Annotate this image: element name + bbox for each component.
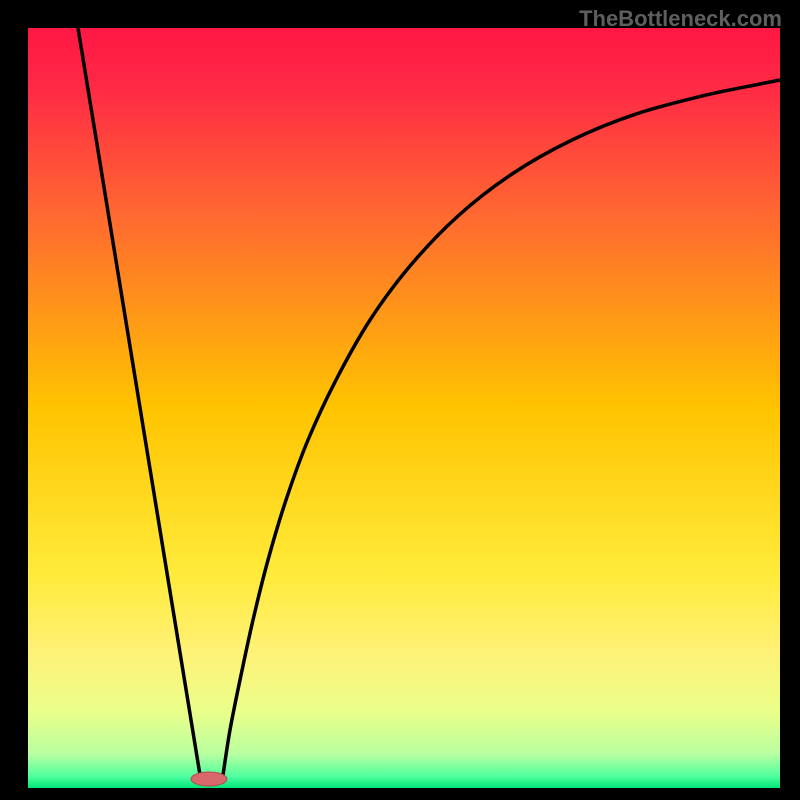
watermark-text: TheBottleneck.com	[579, 6, 782, 32]
optimal-marker	[191, 772, 227, 786]
chart-container: { "watermark": { "text": "TheBottleneck.…	[0, 0, 800, 800]
bottleneck-chart	[0, 0, 800, 800]
